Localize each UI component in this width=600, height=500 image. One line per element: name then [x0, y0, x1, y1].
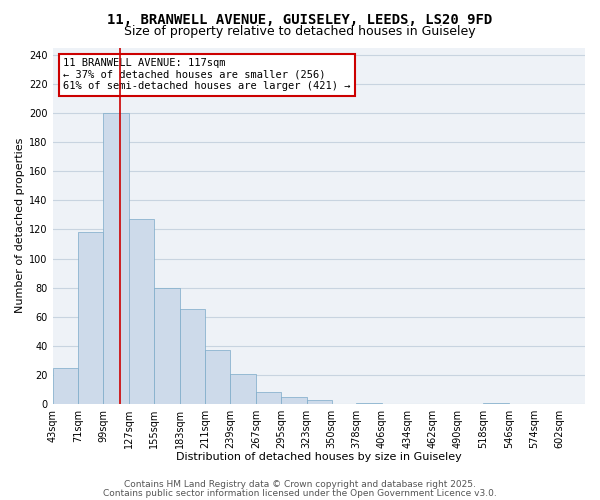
Bar — [307, 400, 332, 404]
Text: Contains public sector information licensed under the Open Government Licence v3: Contains public sector information licen… — [103, 489, 497, 498]
Bar — [179, 310, 205, 404]
Text: Contains HM Land Registry data © Crown copyright and database right 2025.: Contains HM Land Registry data © Crown c… — [124, 480, 476, 489]
Bar — [230, 374, 256, 404]
Bar — [129, 219, 154, 404]
Bar — [154, 288, 179, 404]
Bar — [205, 350, 230, 404]
Text: 11, BRANWELL AVENUE, GUISELEY, LEEDS, LS20 9FD: 11, BRANWELL AVENUE, GUISELEY, LEEDS, LS… — [107, 12, 493, 26]
Y-axis label: Number of detached properties: Number of detached properties — [15, 138, 25, 314]
Bar — [281, 397, 307, 404]
Bar — [78, 232, 103, 404]
Bar — [256, 392, 281, 404]
Text: 11 BRANWELL AVENUE: 117sqm
← 37% of detached houses are smaller (256)
61% of sem: 11 BRANWELL AVENUE: 117sqm ← 37% of deta… — [63, 58, 351, 92]
Text: Size of property relative to detached houses in Guiseley: Size of property relative to detached ho… — [124, 25, 476, 38]
Bar — [103, 113, 129, 404]
Bar — [356, 402, 382, 404]
X-axis label: Distribution of detached houses by size in Guiseley: Distribution of detached houses by size … — [176, 452, 462, 462]
Bar — [53, 368, 78, 404]
Bar — [484, 402, 509, 404]
